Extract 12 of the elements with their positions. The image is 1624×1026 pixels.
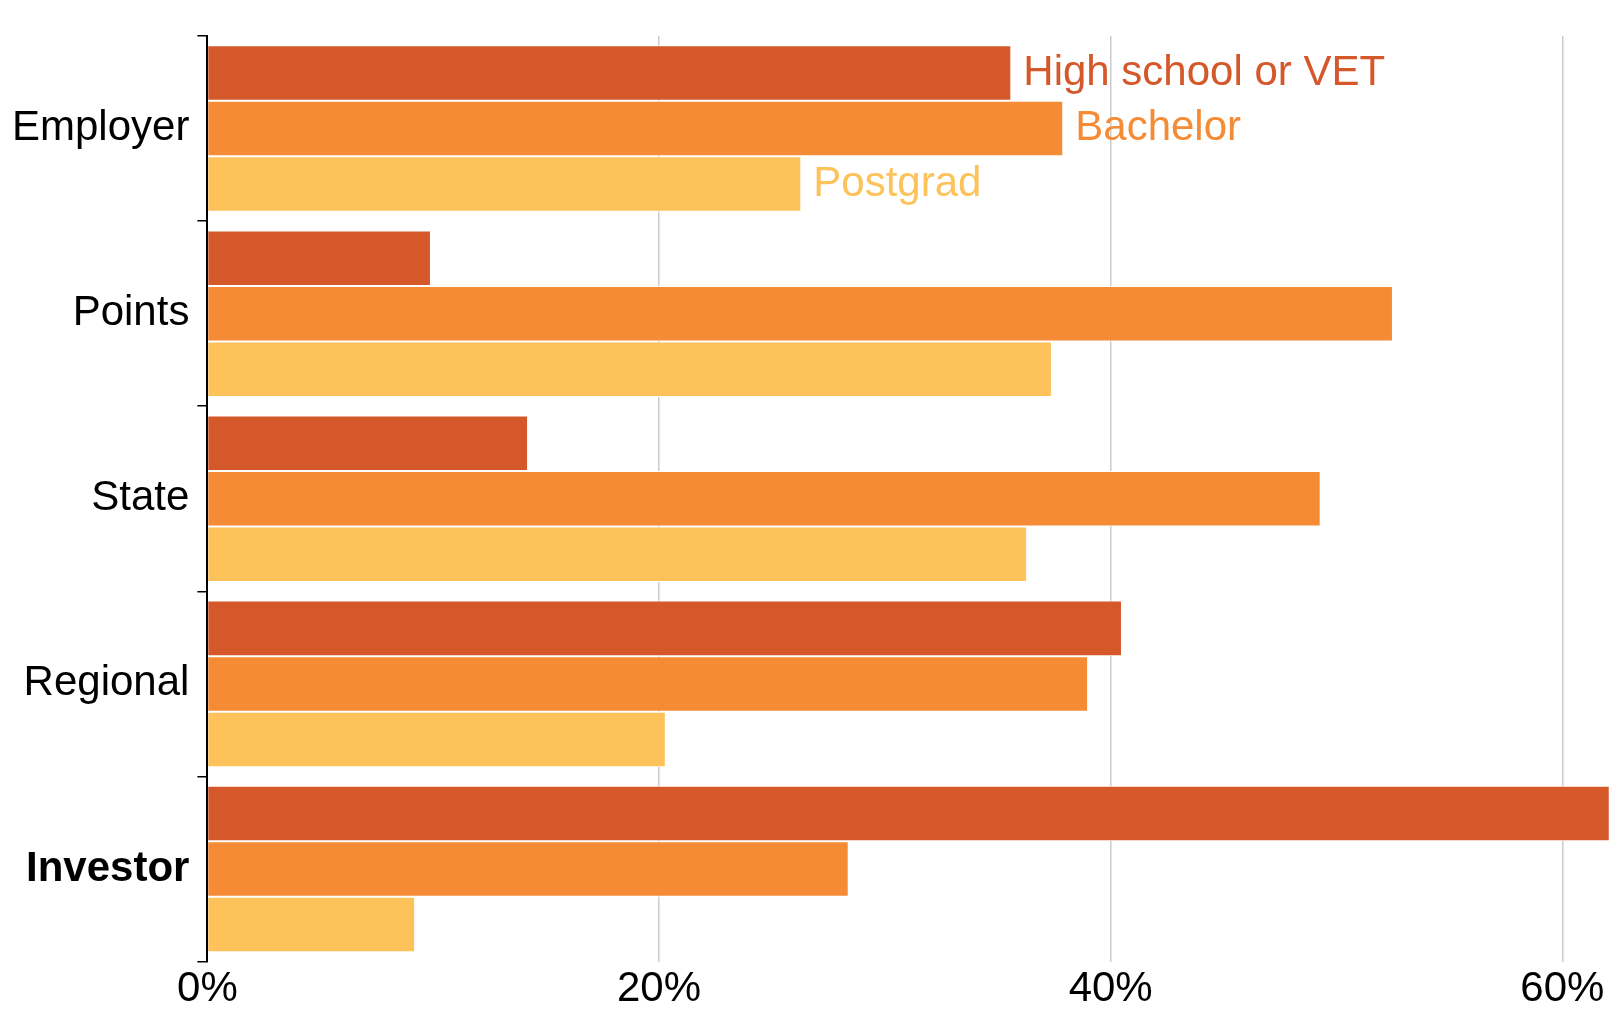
x-tick-label: 20% — [617, 963, 702, 1011]
series-label: Bachelor — [1075, 102, 1242, 150]
series-label: High school or VET — [1023, 46, 1386, 94]
x-tick-label: 60% — [1520, 963, 1605, 1011]
y-tick-label: Investor — [26, 842, 190, 890]
y-tick-label: Employer — [11, 102, 190, 150]
series-label: Postgrad — [813, 157, 982, 205]
x-tick-label: 40% — [1068, 963, 1153, 1011]
y-tick-label: State — [91, 472, 190, 520]
x-tick-label: 0% — [177, 963, 238, 1011]
y-tick-label: Points — [72, 287, 190, 335]
y-tick-label: Regional — [23, 657, 190, 705]
